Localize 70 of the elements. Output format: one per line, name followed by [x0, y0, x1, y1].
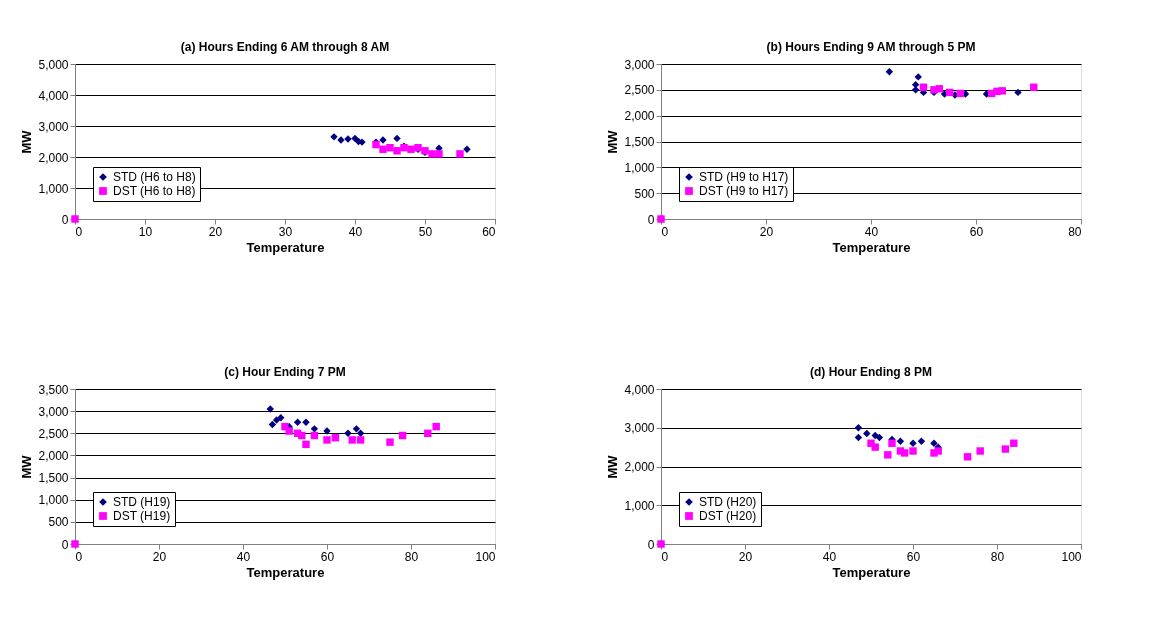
y-tick-label: 0 — [647, 212, 655, 227]
legend-label: DST (H9 to H17) — [699, 184, 789, 198]
y-tick-label: 5,000 — [38, 57, 69, 72]
chart-title: (c) Hour Ending 7 PM — [224, 365, 346, 379]
x-tick-label: 20 — [759, 224, 774, 239]
x-tick-label: 0 — [75, 549, 83, 564]
y-axis-title: MW — [19, 454, 35, 479]
chart-title: (b) Hours Ending 9 AM through 5 PM — [766, 40, 976, 54]
x-tick-label: 80 — [990, 549, 1005, 564]
y-tick-label: 4,000 — [624, 382, 655, 397]
y-axis-title: MW — [605, 129, 621, 154]
y-tick-label: 3,000 — [38, 119, 69, 134]
x-tick-label: 0 — [661, 224, 669, 239]
y-tick-label: 1,500 — [38, 471, 69, 486]
x-tick-label: 20 — [152, 549, 167, 564]
legend-label: DST (H20) — [699, 509, 757, 523]
x-axis-title: Temperature — [832, 239, 911, 255]
y-tick-label: 2,500 — [38, 426, 69, 441]
y-tick-label: 0 — [61, 537, 69, 552]
legend-label: STD (H20) — [699, 495, 757, 509]
y-tick-label: 2,000 — [624, 109, 655, 124]
legend-label: STD (H19) — [113, 495, 171, 509]
y-tick-label: 2,000 — [38, 448, 69, 463]
y-tick-label: 3,000 — [624, 57, 655, 72]
x-axis-title: Temperature — [246, 564, 325, 580]
x-axis-title: Temperature — [832, 564, 911, 580]
x-tick-label: 20 — [738, 549, 753, 564]
x-tick-label: 100 — [475, 549, 496, 564]
y-tick-label: 2,000 — [624, 460, 655, 474]
x-tick-label: 80 — [404, 549, 419, 564]
y-tick-label: 1,500 — [624, 135, 655, 149]
x-tick-label: 80 — [1068, 224, 1082, 239]
y-tick-label: 0 — [61, 212, 69, 227]
y-tick-label: 0 — [647, 537, 655, 552]
y-tick-label: 500 — [48, 515, 69, 530]
x-tick-label: 40 — [236, 549, 251, 564]
y-tick-label: 1,000 — [38, 493, 69, 508]
x-axis-title: Temperature — [246, 239, 325, 255]
y-tick-label: 2,000 — [38, 150, 69, 165]
y-tick-label: 3,000 — [624, 421, 655, 436]
chart-title: (a) Hours Ending 6 AM through 8 AM — [180, 40, 390, 54]
x-tick-label: 30 — [278, 224, 293, 239]
x-tick-label: 60 — [906, 549, 921, 564]
x-tick-label: 60 — [320, 549, 335, 564]
x-tick-label: 40 — [864, 224, 879, 239]
x-tick-label: 100 — [1061, 549, 1082, 564]
y-tick-label: 1,000 — [624, 160, 655, 175]
y-tick-label: 1,000 — [38, 181, 69, 196]
x-tick-label: 40 — [822, 549, 837, 564]
y-tick-label: 1,000 — [624, 498, 655, 513]
legend-label: STD (H6 to H8) — [113, 170, 196, 184]
x-tick-label: 10 — [138, 224, 153, 239]
x-tick-label: 0 — [75, 224, 83, 239]
x-tick-label: 20 — [208, 224, 223, 239]
x-tick-label: 0 — [661, 549, 669, 564]
y-axis-title: MW — [19, 129, 35, 154]
x-tick-label: 40 — [348, 224, 363, 239]
legend-label: DST (H19) — [113, 509, 171, 523]
y-tick-label: 3,000 — [38, 404, 69, 419]
legend-label: DST (H6 to H8) — [113, 184, 196, 198]
legend-label: STD (H9 to H17) — [699, 170, 789, 184]
y-tick-label: 500 — [634, 186, 655, 201]
y-tick-label: 3,500 — [38, 382, 69, 397]
x-tick-label: 50 — [418, 224, 433, 239]
y-tick-label: 4,000 — [38, 88, 69, 103]
x-tick-label: 60 — [969, 224, 984, 239]
chart-title: (d) Hour Ending 8 PM — [810, 365, 932, 379]
x-tick-label: 60 — [482, 224, 496, 239]
y-axis-title: MW — [605, 454, 621, 479]
y-tick-label: 2,500 — [624, 83, 655, 98]
